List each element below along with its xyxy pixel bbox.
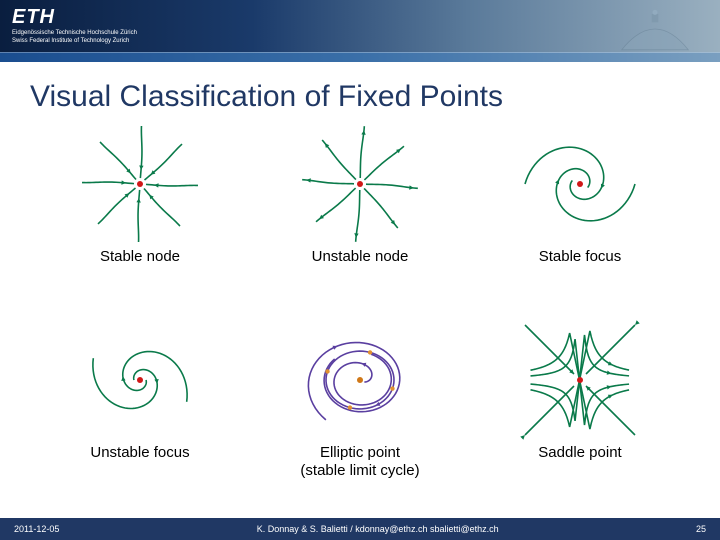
portrait-caption: Unstable node — [312, 248, 409, 266]
portrait-caption: Stable focus — [539, 248, 622, 266]
portrait-cell: Stable node — [40, 124, 240, 312]
portrait-caption: Elliptic point(stable limit cycle) — [300, 444, 419, 480]
portrait-caption: Saddle point — [538, 444, 621, 462]
logo-subtitle-1: Eidgenössische Technische Hochschule Zür… — [12, 30, 137, 37]
footer-date: 2011-12-05 — [14, 524, 59, 534]
phase-portrait-saddle — [505, 320, 655, 440]
portrait-cell: Saddle point — [480, 320, 680, 508]
header-stripe — [0, 52, 720, 62]
phase-portrait-stable_focus — [505, 124, 655, 244]
slide: ETH Eidgenössische Technische Hochschule… — [0, 0, 720, 540]
page-title: Visual Classification of Fixed Points — [30, 80, 720, 114]
footer-authors: K. Donnay & S. Balietti / kdonnay@ethz.c… — [59, 524, 696, 534]
eth-logo: ETH Eidgenössische Technische Hochschule… — [12, 6, 137, 44]
phase-portrait-unstable_node — [285, 124, 435, 244]
dome-icon — [610, 4, 700, 54]
logo-subtitle-2: Swiss Federal Institute of Technology Zu… — [12, 38, 137, 45]
header-banner: ETH Eidgenössische Technische Hochschule… — [0, 0, 720, 62]
phase-portrait-unstable_focus — [65, 320, 215, 440]
portrait-caption: Stable node — [100, 248, 180, 266]
footer-page: 25 — [696, 524, 706, 534]
portrait-cell: Unstable focus — [40, 320, 240, 508]
portrait-grid: Stable node Unstable node Stable focus Unst… — [0, 114, 720, 518]
logo-text: ETH — [12, 6, 137, 29]
portrait-cell: Unstable node — [260, 124, 460, 312]
portrait-cell: Elliptic point(stable limit cycle) — [260, 320, 460, 508]
footer: 2011-12-05 K. Donnay & S. Balietti / kdo… — [0, 518, 720, 540]
portrait-caption: Unstable focus — [90, 444, 189, 462]
portrait-cell: Stable focus — [480, 124, 680, 312]
phase-portrait-limit_cycle — [285, 320, 435, 440]
phase-portrait-stable_node — [65, 124, 215, 244]
